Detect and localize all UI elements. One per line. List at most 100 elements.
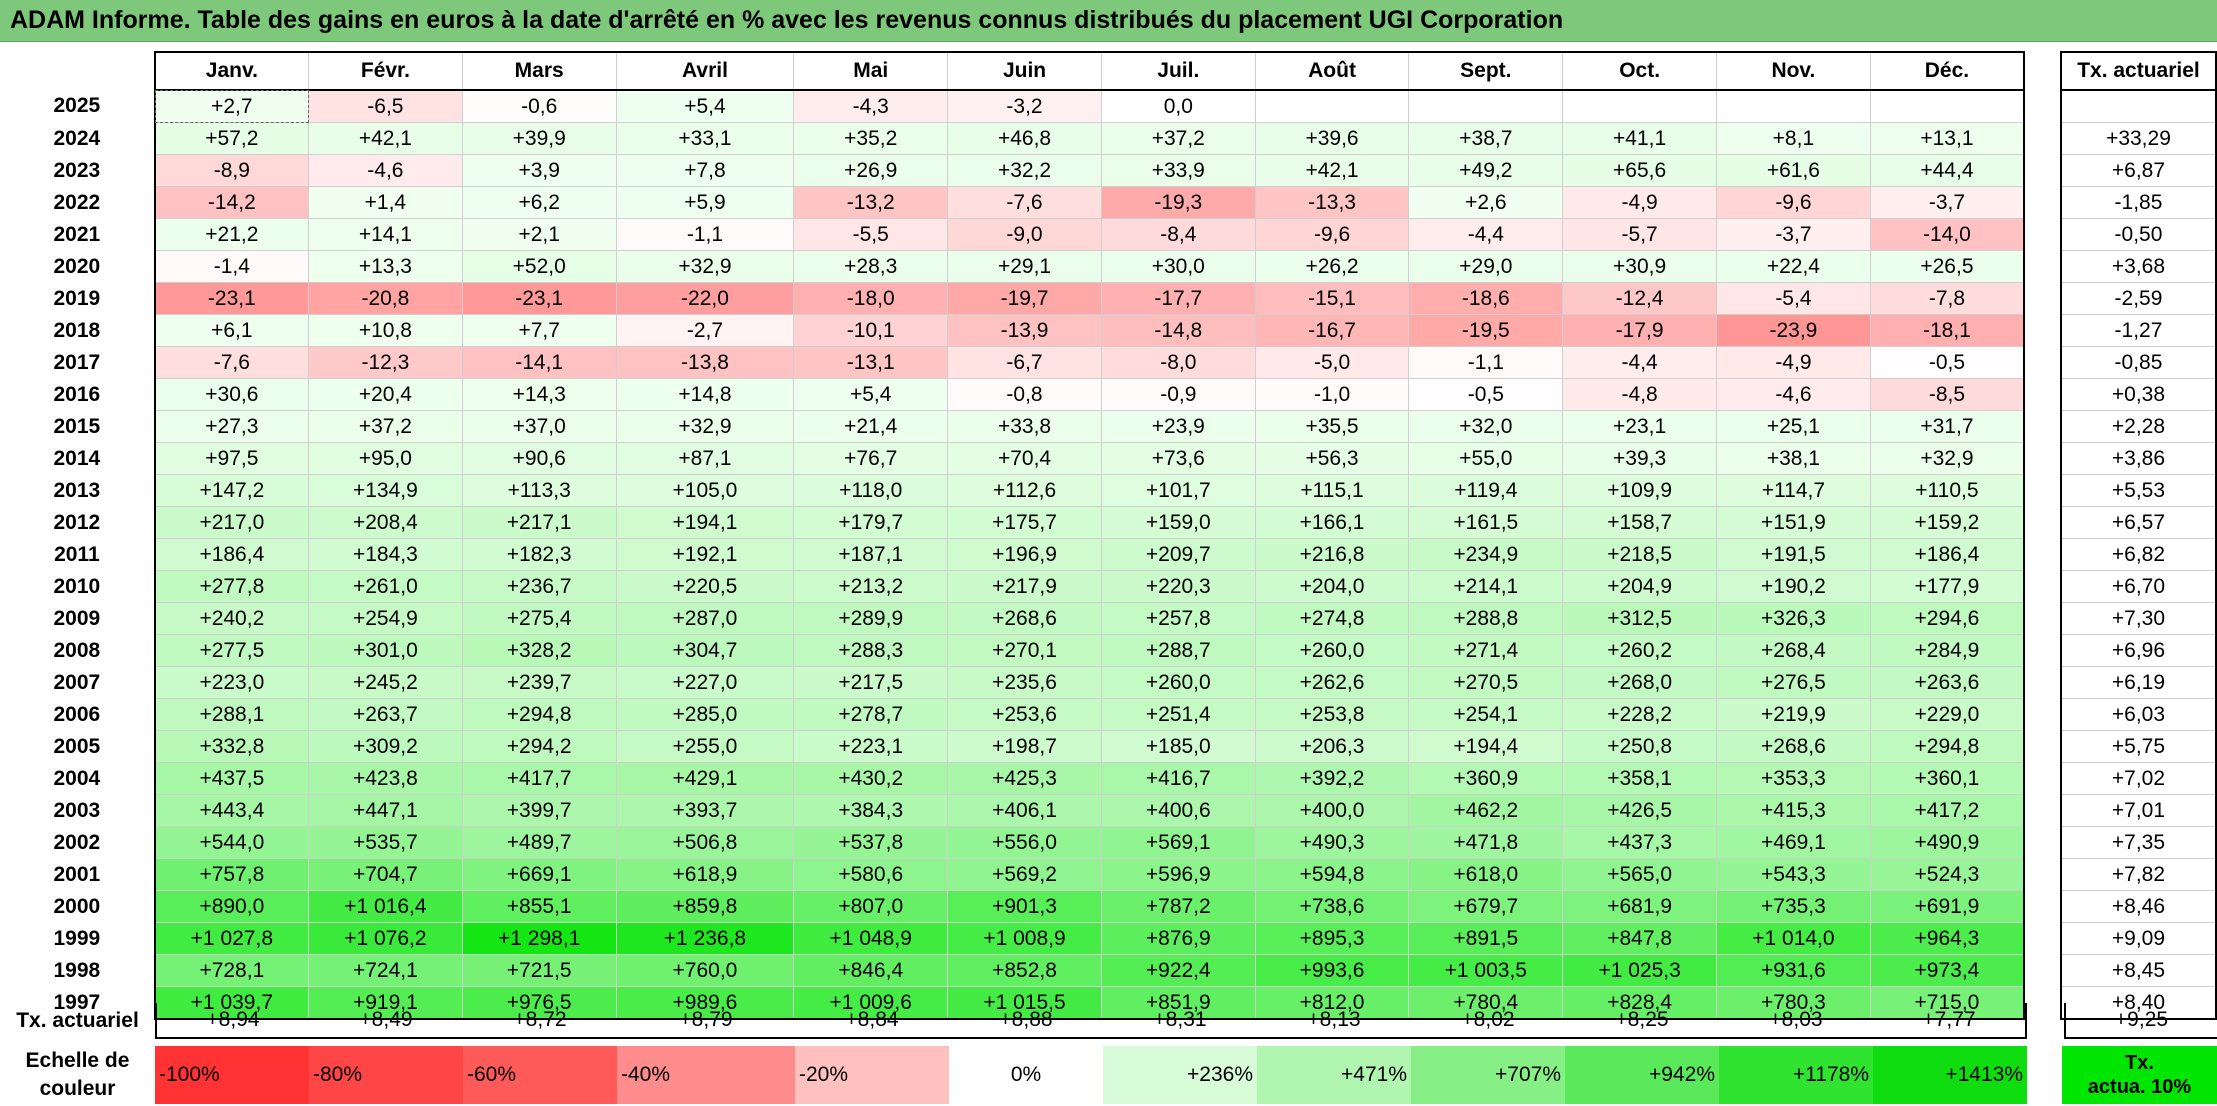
actu-value: +9,09 — [2059, 922, 2217, 955]
heatmap-cell: +105,0 — [615, 474, 795, 507]
heatmap-cell: -6,7 — [947, 346, 1102, 379]
heatmap-cell: +288,3 — [793, 634, 949, 667]
heatmap-cell: -9,0 — [947, 218, 1102, 251]
actu-value: +33,29 — [2059, 122, 2217, 155]
heatmap-cell: -19,3 — [1100, 186, 1256, 219]
year-label: 2008 — [0, 634, 156, 667]
row-gap — [2024, 122, 2061, 155]
color-scale-actu-line2: actua. 10% — [2087, 1076, 2192, 1098]
table-row: 2004 +437,5 +423,8 +417,7 +429,1 +430,2 +425,3… — [0, 762, 2217, 795]
heatmap-cell: -23,9 — [1716, 314, 1871, 347]
row-gap — [2024, 538, 2061, 571]
actu-value: -2,59 — [2059, 282, 2217, 315]
heatmap-cell: +891,5 — [1408, 922, 1564, 955]
heatmap-cell: +1 236,8 — [615, 922, 795, 955]
heatmap-cell: +278,7 — [793, 698, 949, 731]
heatmap-cell: +859,8 — [615, 890, 795, 923]
heatmap-cell: +39,6 — [1254, 122, 1410, 155]
heatmap-cell: +217,5 — [793, 666, 949, 699]
actu-value: +8,45 — [2059, 954, 2217, 987]
heatmap-cell: +268,4 — [1716, 634, 1871, 667]
heatmap-cell: +204,0 — [1254, 570, 1410, 603]
table-row: 2024 +57,2 +42,1 +39,9 +33,1 +35,2 +46,8 +37,2 +… — [0, 122, 2217, 155]
table-row: 2011 +186,4 +184,3 +182,3 +192,1 +187,1 +196,9… — [0, 538, 2217, 571]
heatmap-cell: +760,0 — [615, 954, 795, 987]
heatmap-cell: +119,4 — [1408, 474, 1564, 507]
year-label: 2020 — [0, 250, 156, 283]
color-scale-swatch: +236% — [1103, 1046, 1257, 1104]
heatmap-cell: +235,6 — [947, 666, 1102, 699]
month-header-10: Oct. — [1562, 51, 1718, 91]
returns-heatmap-table: Janv. Févr. Mars Avril Mai Juin Juil. Août Sept.… — [0, 51, 2217, 1020]
heatmap-cell: +490,3 — [1254, 826, 1410, 859]
heatmap-cell: +31,7 — [1869, 410, 2026, 443]
footer-value: +8,88 — [949, 1003, 1103, 1039]
year-label: 2003 — [0, 794, 156, 827]
heatmap-cell — [1408, 89, 1564, 123]
heatmap-cell: -8,0 — [1100, 346, 1256, 379]
footer-value: +7,77 — [1873, 1003, 2027, 1039]
heatmap-cell: +406,1 — [947, 794, 1102, 827]
table-row: 2019 -23,1 -20,8 -23,1 -22,0 -18,0 -19,7 -17,7-… — [0, 282, 2217, 315]
heatmap-cell: +429,1 — [615, 762, 795, 795]
heatmap-cell: -20,8 — [308, 282, 463, 315]
table-row: 2010 +277,8 +261,0 +236,7 +220,5 +213,2 +217,9… — [0, 570, 2217, 603]
footer-value: +8,31 — [1103, 1003, 1257, 1039]
heatmap-cell: +400,6 — [1100, 794, 1256, 827]
heatmap-cell: +724,1 — [308, 954, 463, 987]
heatmap-cell: +704,7 — [308, 858, 463, 891]
heatmap-cell: +220,3 — [1100, 570, 1256, 603]
footer-value: +8,94 — [155, 1003, 309, 1039]
heatmap-cell: -23,1 — [154, 282, 309, 315]
heatmap-cell: -0,5 — [1869, 346, 2026, 379]
heatmap-cell: +204,9 — [1562, 570, 1718, 603]
table-row: 2020 -1,4 +13,3 +52,0 +32,9 +28,3 +29,1 +30,0 +2… — [0, 250, 2217, 283]
heatmap-cell: +7,8 — [615, 154, 795, 187]
year-label: 2013 — [0, 474, 156, 507]
heatmap-cell: +95,0 — [308, 442, 463, 475]
actu-value: +6,57 — [2059, 506, 2217, 539]
month-header-9: Sept. — [1408, 51, 1564, 91]
color-scale-swatch: 0% — [949, 1046, 1103, 1104]
heatmap-cell: +198,7 — [947, 730, 1102, 763]
heatmap-cell: +216,8 — [1254, 538, 1410, 571]
heatmap-cell: +5,4 — [793, 378, 949, 411]
heatmap-cell: +219,9 — [1716, 698, 1871, 731]
heatmap-cell: +304,7 — [615, 634, 795, 667]
row-gap — [2024, 986, 2061, 1019]
heatmap-cell: -1,1 — [1408, 346, 1564, 379]
year-label: 2011 — [0, 538, 156, 571]
heatmap-cell: +1 014,0 — [1716, 922, 1871, 955]
heatmap-cell: +447,1 — [308, 794, 463, 827]
heatmap-cell: +175,7 — [947, 506, 1102, 539]
heatmap-cell: -16,7 — [1254, 314, 1410, 347]
heatmap-cell: +109,9 — [1562, 474, 1718, 507]
heatmap-cell: +263,7 — [308, 698, 463, 731]
heatmap-cell: +1 008,9 — [947, 922, 1102, 955]
heatmap-cell: +277,8 — [154, 570, 309, 603]
heatmap-cell: -18,6 — [1408, 282, 1564, 315]
row-gap — [2024, 346, 2061, 379]
row-gap — [2024, 794, 2061, 827]
heatmap-cell: +28,3 — [793, 250, 949, 283]
heatmap-cell: +32,9 — [615, 410, 795, 443]
heatmap-cell: +196,9 — [947, 538, 1102, 571]
heatmap-cell: +569,1 — [1100, 826, 1256, 859]
year-label: 1998 — [0, 954, 156, 987]
heatmap-cell: -13,8 — [615, 346, 795, 379]
heatmap-cell: +417,7 — [461, 762, 617, 795]
heatmap-cell: +6,2 — [461, 186, 617, 219]
month-header-6: Juin — [947, 51, 1102, 91]
heatmap-cell: +115,1 — [1254, 474, 1410, 507]
row-gap — [2024, 410, 2061, 443]
actu-value: +6,70 — [2059, 570, 2217, 603]
row-gap — [2024, 218, 2061, 251]
heatmap-cell: +52,0 — [461, 250, 617, 283]
heatmap-cell: -8,5 — [1869, 378, 2026, 411]
heatmap-cell: -18,0 — [793, 282, 949, 315]
heatmap-cell: +41,1 — [1562, 122, 1718, 155]
heatmap-cell: +728,1 — [154, 954, 309, 987]
color-scale-label-line1: Echelle de — [25, 1048, 130, 1072]
heatmap-cell: +26,5 — [1869, 250, 2026, 283]
heatmap-cell: -5,4 — [1716, 282, 1871, 315]
